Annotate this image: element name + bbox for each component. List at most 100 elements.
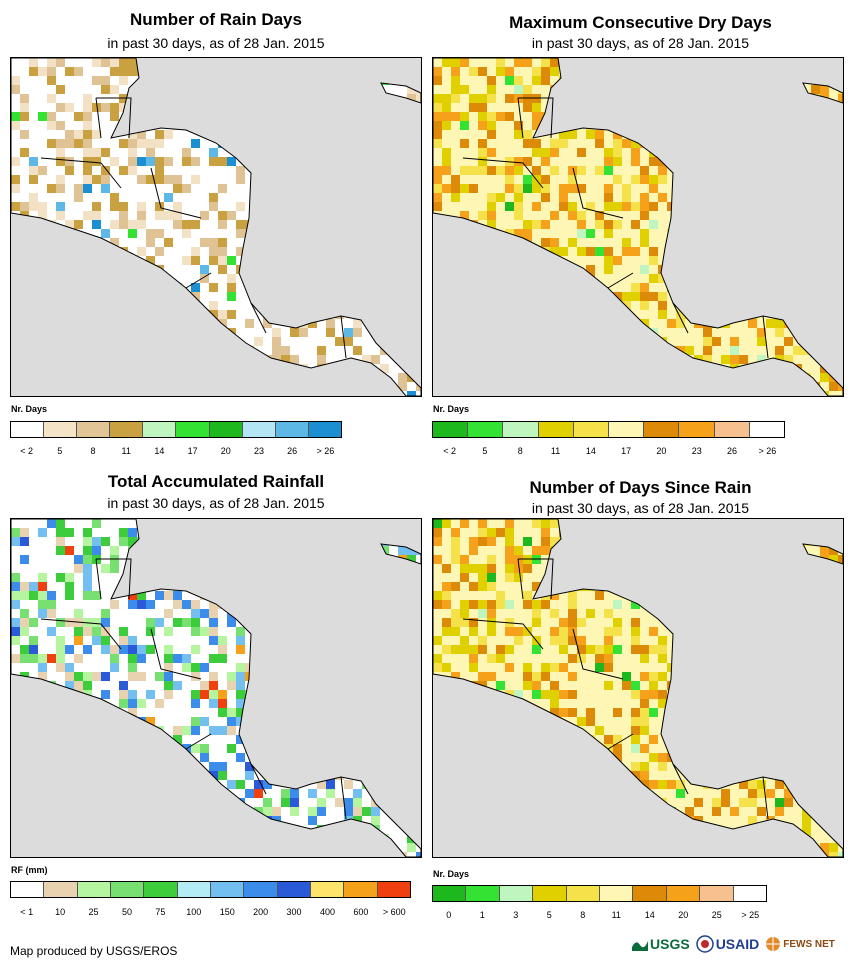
legend-swatch — [44, 422, 78, 437]
country-borders — [433, 58, 843, 396]
legend-swatch — [499, 886, 534, 901]
legend-tick-label: 400 — [319, 907, 335, 917]
legend-swatch — [177, 882, 211, 897]
legend-swatch — [433, 422, 469, 437]
panel-max-dry-days: Maximum Consecutive Dry Days in past 30 … — [427, 0, 854, 465]
legend-swatch — [310, 882, 345, 897]
legend-tick-label: 200 — [253, 907, 269, 917]
legend-swatch — [503, 422, 539, 437]
legend-tick-label: > 26 — [758, 446, 777, 456]
legend-swatch — [110, 882, 145, 897]
legend-tick-label: 600 — [353, 907, 369, 917]
legend-swatch — [700, 886, 734, 901]
legend-swatch — [275, 422, 309, 437]
legend-swatch — [11, 422, 45, 437]
legend-swatch — [143, 422, 177, 437]
legend-tick-label: 100 — [186, 907, 202, 917]
legend-tick-label: 25 — [711, 910, 722, 920]
legend-tick-label: 23 — [691, 446, 702, 456]
fews-net-logo: FEWS NET — [765, 936, 835, 952]
fews-globe-icon — [766, 937, 781, 951]
map-canvas — [433, 58, 843, 396]
legend-tick-label: 14 — [644, 910, 655, 920]
panel-title: Maximum Consecutive Dry Days — [509, 13, 772, 32]
agency-logos: USGS USAID FEWS NET — [632, 932, 844, 956]
map-rain-days[interactable] — [10, 57, 422, 397]
legend-swatch — [633, 886, 667, 901]
usgs-wave-icon — [632, 941, 648, 951]
legend-swatch — [433, 886, 467, 901]
internal-borders — [40, 558, 347, 820]
legend-tick-label: 11 — [550, 446, 561, 456]
internal-borders — [40, 97, 347, 359]
internal-borders — [462, 558, 769, 820]
map-days-since-rain[interactable] — [432, 518, 844, 858]
legend-swatch — [308, 422, 341, 437]
legend-title: RF (mm) — [11, 865, 48, 875]
legend-tick-label: 14 — [154, 446, 165, 456]
legend-tick-label: 26 — [727, 446, 738, 456]
legend-tick-label: 8 — [90, 446, 96, 456]
panel-title: Number of Days Since Rain — [529, 478, 752, 497]
legend-swatch — [679, 422, 715, 437]
legend-tick-label: 20 — [220, 446, 231, 456]
legend-title: Nr. Days — [433, 869, 470, 879]
legend-tick-label: 17 — [187, 446, 198, 456]
legend-swatch — [600, 886, 634, 901]
legend-colorbar — [432, 885, 767, 902]
legend-tick-label: 0 — [446, 910, 452, 920]
legend-tick-label: 26 — [287, 446, 298, 456]
legend-colorbar — [432, 421, 785, 438]
legend-swatch — [144, 882, 178, 897]
legend-swatch — [749, 422, 785, 437]
legend-tick-label: 300 — [286, 907, 302, 917]
legend-tick-label: 5 — [546, 910, 552, 920]
legend-swatch — [377, 882, 410, 897]
usgs-logo: USGS — [632, 936, 690, 952]
legend-swatch — [466, 886, 500, 901]
legend-swatch — [468, 422, 504, 437]
legend-swatch — [77, 422, 111, 437]
legend-swatch — [77, 882, 111, 897]
legend-tick-label: 20 — [656, 446, 667, 456]
panel-title: Total Accumulated Rainfall — [107, 472, 325, 491]
legend-swatch — [277, 882, 311, 897]
legend-tick-label: 23 — [253, 446, 265, 456]
legend-swatch — [244, 882, 278, 897]
legend-tick-label: > 25 — [741, 910, 760, 920]
panel-total-rainfall: Total Accumulated Rainfall in past 30 da… — [0, 465, 427, 930]
map-canvas — [11, 58, 421, 396]
legend-tick-label: < 2 — [20, 446, 33, 456]
internal-borders — [462, 97, 769, 359]
legend-tick-label: 50 — [121, 907, 132, 917]
panel-days-since-rain: Number of Days Since Rain in past 30 day… — [427, 465, 854, 930]
legend-swatch — [533, 886, 567, 901]
panel-subtitle: in past 30 days, as of 28 Jan. 2015 — [107, 35, 325, 51]
panel-subtitle: in past 30 days, as of 28 Jan. 2015 — [531, 500, 750, 516]
legend-swatch — [210, 882, 245, 897]
legend-swatch — [644, 422, 680, 437]
country-borders — [433, 519, 843, 857]
legend-tick-label: 5 — [482, 446, 488, 456]
map-canvas — [11, 519, 421, 857]
legend-tick-label: 3 — [513, 910, 519, 920]
legend-tick-label: > 26 — [316, 446, 335, 456]
legend-tick-label: < 1 — [20, 907, 34, 917]
panel-subtitle: in past 30 days, as of 28 Jan. 2015 — [531, 35, 750, 51]
legend-tick-label: 20 — [678, 910, 689, 920]
legend-swatch — [176, 422, 210, 437]
panel-rain-days: Number of Rain Days in past 30 days, as … — [0, 0, 427, 465]
legend-tick-label: 150 — [219, 907, 235, 917]
map-max-dry-days[interactable] — [432, 57, 844, 397]
pixel-field — [433, 519, 843, 857]
legend-swatch — [44, 882, 78, 897]
map-total-rainfall[interactable] — [10, 518, 422, 858]
legend-tick-label: 17 — [621, 446, 632, 456]
legend-swatch — [11, 882, 45, 897]
legend-swatch — [110, 422, 144, 437]
legend-tick-label: 1 — [479, 910, 485, 920]
legend-tick-label: 11 — [121, 446, 131, 456]
legend-swatch — [566, 886, 601, 901]
panel-title: Number of Rain Days — [130, 10, 302, 29]
legend-swatch — [573, 422, 610, 437]
